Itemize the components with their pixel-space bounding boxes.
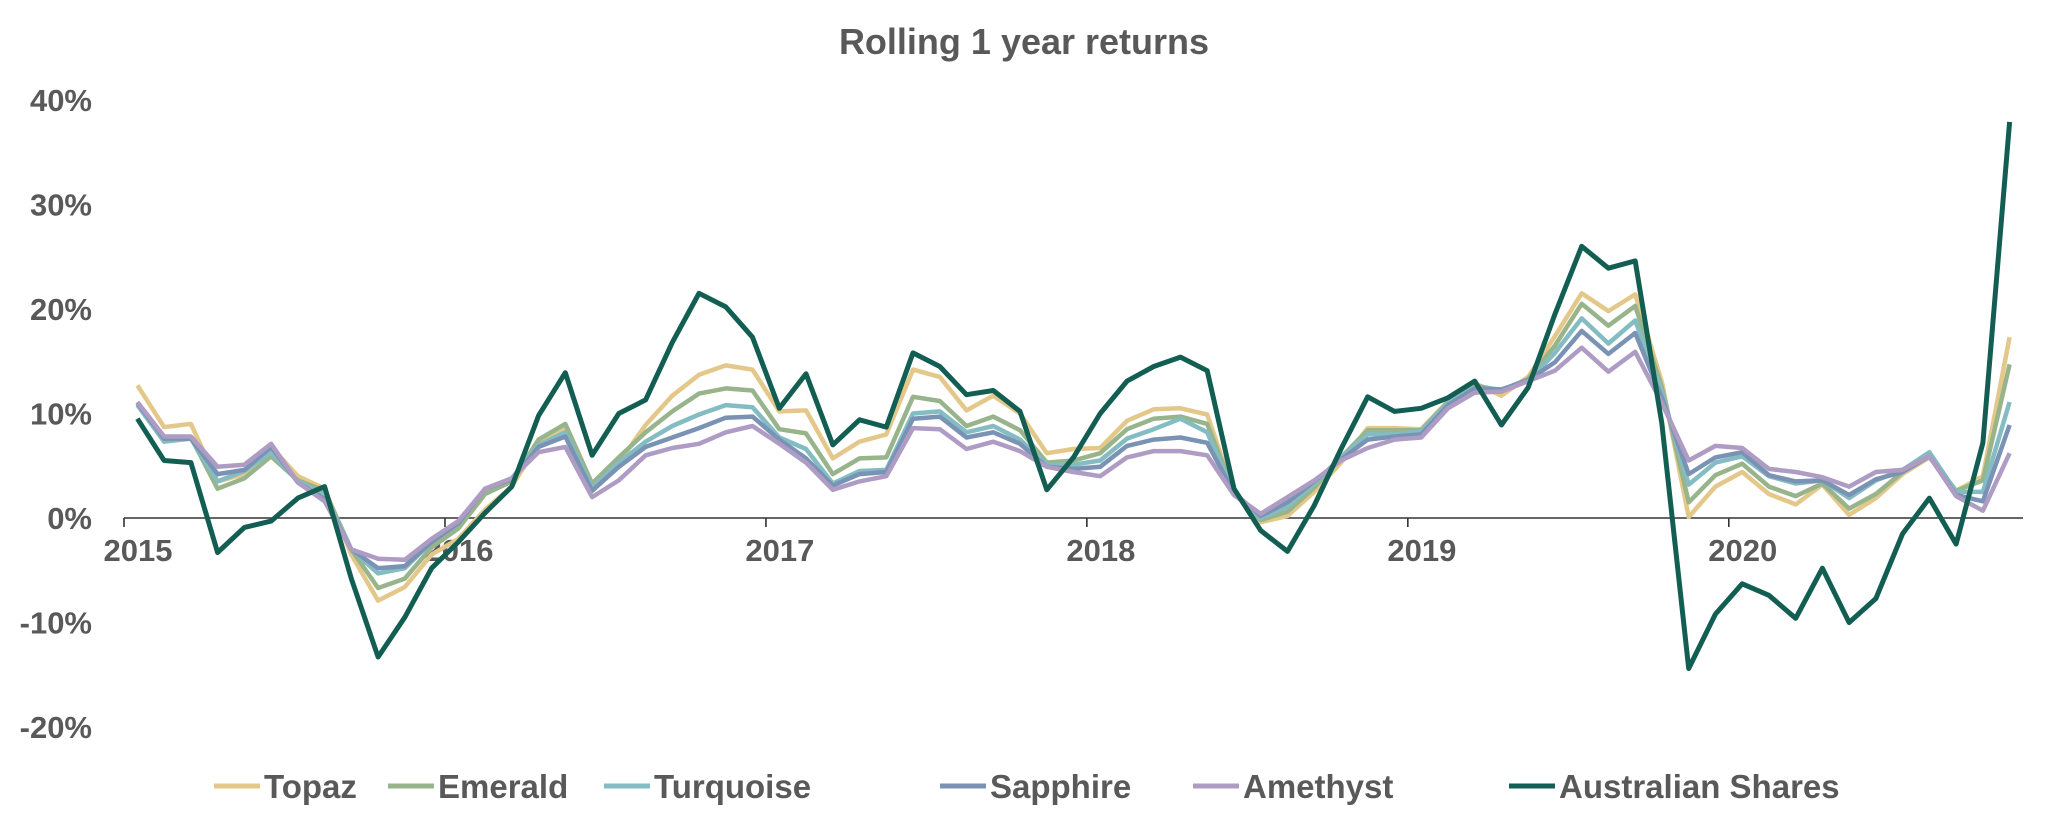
y-tick-label: -20% bbox=[20, 710, 92, 745]
y-tick-label: 20% bbox=[30, 292, 92, 327]
legend-item-emerald: Emerald bbox=[388, 768, 568, 805]
legend-item-turquoise: Turquoise bbox=[604, 768, 811, 805]
y-tick-label: -10% bbox=[20, 606, 92, 641]
legend-label: Australian Shares bbox=[1559, 768, 1840, 805]
legend-label: Amethyst bbox=[1243, 768, 1393, 805]
y-tick-label: 30% bbox=[30, 188, 92, 223]
y-tick-label: 10% bbox=[30, 397, 92, 432]
x-tick-label: 2019 bbox=[1387, 533, 1456, 568]
x-tick-label: 2020 bbox=[1708, 533, 1777, 568]
x-tick-label: 2015 bbox=[104, 533, 173, 568]
legend-item-australian-shares: Australian Shares bbox=[1509, 768, 1840, 805]
series-line-amethyst bbox=[135, 345, 2012, 563]
legend-label: Turquoise bbox=[654, 768, 811, 805]
chart-title: Rolling 1 year returns bbox=[839, 21, 1209, 62]
x-tick-label: 2018 bbox=[1066, 533, 1135, 568]
y-tick-label: 0% bbox=[47, 501, 92, 536]
legend-item-sapphire: Sapphire bbox=[940, 768, 1131, 805]
y-axis: 40% 30% 20% 10% 0% -10% -20% bbox=[20, 83, 92, 745]
legend-label: Topaz bbox=[264, 768, 357, 805]
series-line-australian-shares bbox=[135, 121, 2013, 671]
legend-item-amethyst: Amethyst bbox=[1193, 768, 1393, 805]
legend-label: Sapphire bbox=[990, 768, 1131, 805]
x-axis: 2015 2016 2017 2018 2019 2020 bbox=[104, 517, 2023, 568]
legend-label: Emerald bbox=[438, 768, 568, 805]
x-tick-label: 2017 bbox=[745, 533, 814, 568]
series-lines bbox=[135, 121, 2013, 671]
y-tick-label: 40% bbox=[30, 83, 92, 118]
legend: Topaz Emerald Turquoise Sapphire Amethyst Aus… bbox=[214, 768, 1840, 805]
series-line-topaz bbox=[135, 291, 2012, 603]
legend-item-topaz: Topaz bbox=[214, 768, 357, 805]
